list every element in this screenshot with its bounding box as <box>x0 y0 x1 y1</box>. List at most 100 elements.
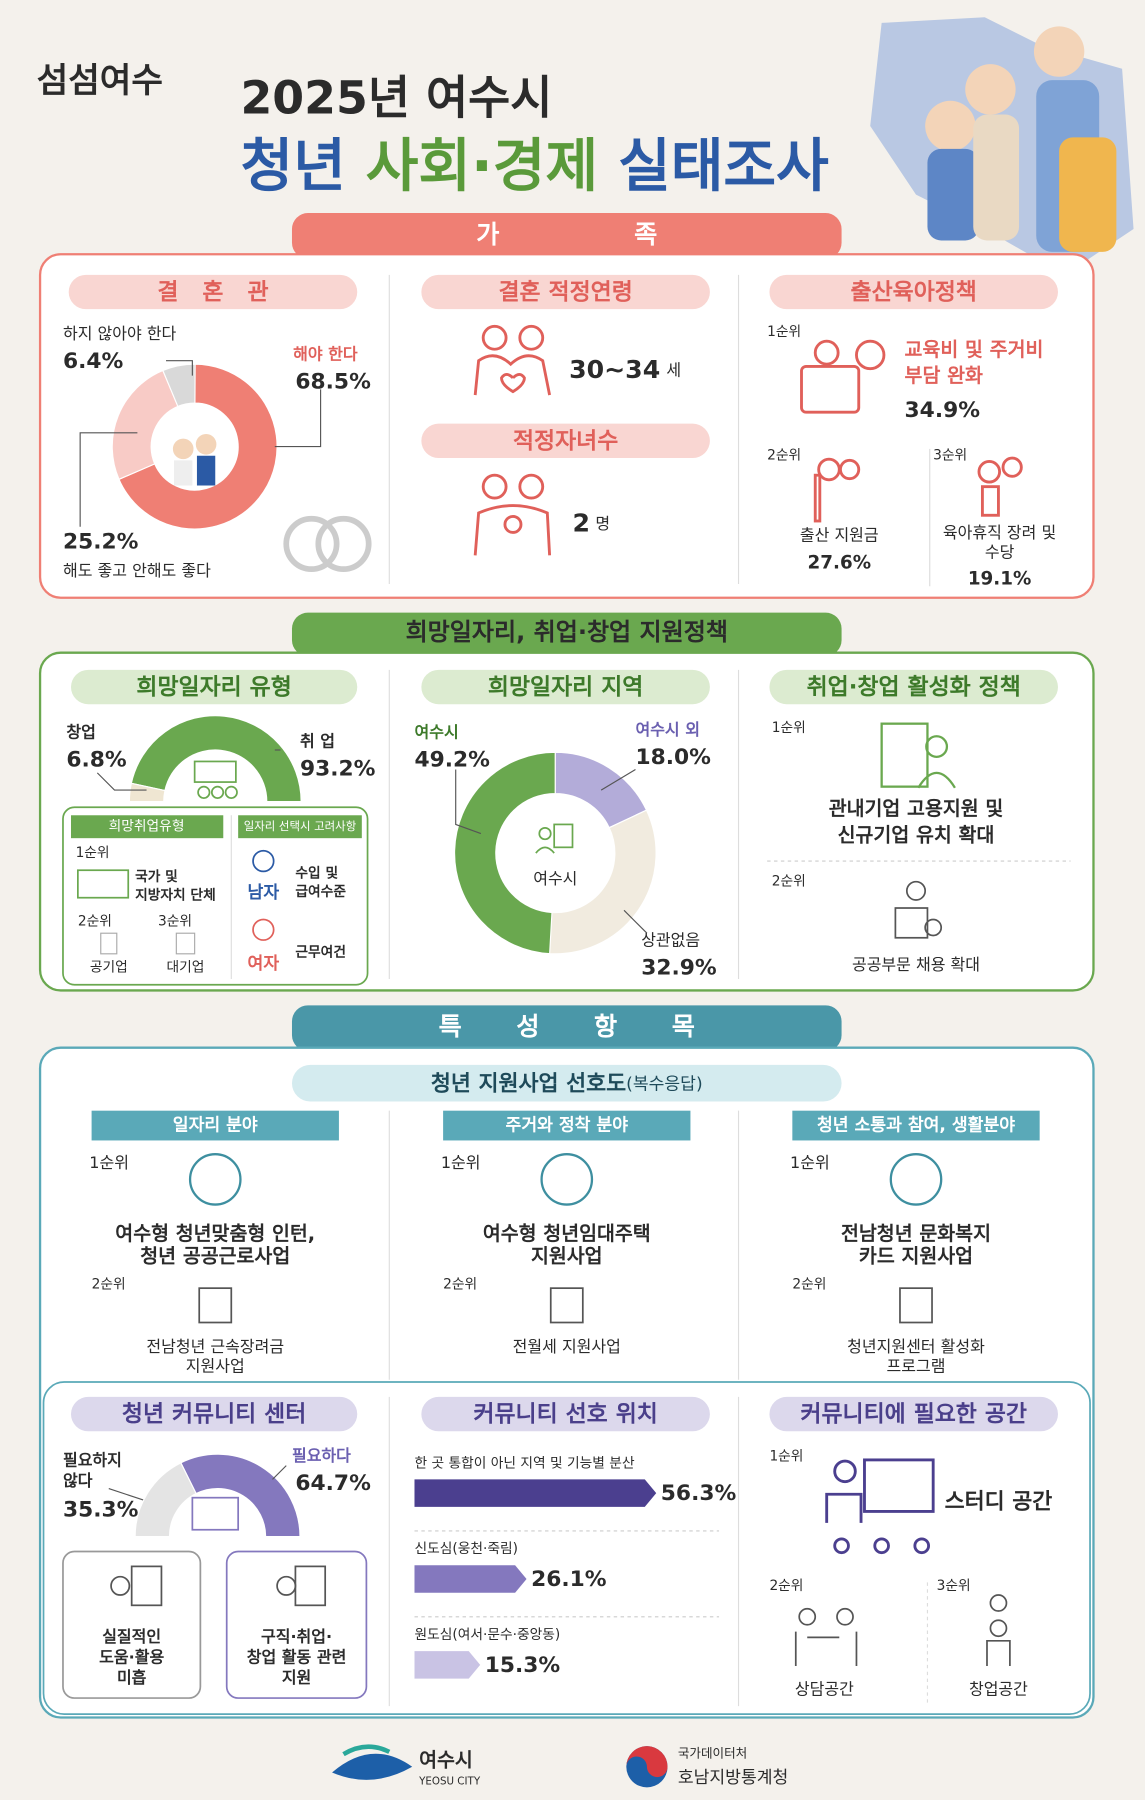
slice-value: 93.2% <box>300 756 376 781</box>
item-value: 19.1% <box>968 568 1032 589</box>
leader <box>455 769 482 835</box>
pill <box>291 1064 842 1102</box>
reason: 미흡 <box>117 1668 147 1687</box>
item-label: 지방자치 단체 <box>135 886 216 903</box>
slice-value: 49.2% <box>414 747 490 772</box>
icon <box>794 1594 1011 1667</box>
circle <box>833 1459 857 1484</box>
slice-label: 해도 좋고 안해도 좋다 <box>63 561 211 580</box>
circle <box>925 735 949 759</box>
circle <box>813 339 840 366</box>
item-label: 부담 완화 <box>905 364 983 387</box>
slice-value: 68.5% <box>295 369 371 394</box>
subtitle: 결혼 적정연령 <box>498 280 632 306</box>
item-label: 카드 지원사업 <box>859 1245 973 1268</box>
pill <box>769 274 1058 310</box>
circle <box>977 460 1002 484</box>
bar-value: 15.3% <box>485 1653 561 1678</box>
circle <box>503 514 523 534</box>
leader <box>108 1487 144 1501</box>
rect <box>553 823 574 849</box>
section-title: 가 족 <box>476 220 657 249</box>
item-label: 상담공간 <box>795 1680 854 1699</box>
bar <box>414 1565 527 1593</box>
item-label: 프로그램 <box>887 1357 946 1376</box>
icon <box>880 722 956 789</box>
sub-box <box>62 806 369 986</box>
item-label: 청년 공공근로사업 <box>140 1245 290 1268</box>
reason: 도움·활용 <box>99 1647 164 1666</box>
item-label: 창업공간 <box>969 1680 1028 1699</box>
pill <box>421 669 710 705</box>
item-value: 27.6% <box>808 552 872 573</box>
slice-label: 필요하지 <box>63 1451 122 1470</box>
column-title: 주거와 정착 분야 <box>506 1116 629 1136</box>
icon <box>198 1287 233 1324</box>
circle <box>481 473 508 500</box>
footer-city-en: YEOSU CITY <box>418 1776 481 1788</box>
city-logo <box>332 1753 413 1780</box>
donut-center-label: 여수시 <box>533 869 577 888</box>
circle <box>538 827 552 841</box>
item-label: 청년지원센터 활성화 <box>847 1337 985 1356</box>
item-label: 지원사업 <box>186 1357 245 1376</box>
gender: 여자 <box>248 954 280 974</box>
circle <box>481 324 508 351</box>
unit: 명 <box>595 514 610 533</box>
slice-value: 18.0% <box>635 745 711 770</box>
pill <box>769 1396 1058 1432</box>
column-header <box>792 1110 1040 1141</box>
icon <box>196 455 216 486</box>
city-logo <box>342 1744 391 1757</box>
bar-label: 신도심(웅천·죽림) <box>414 1541 518 1557</box>
item-label: 수입 및 <box>295 865 338 882</box>
reason: 실질적인 <box>102 1627 161 1646</box>
rank: 3순위 <box>158 914 192 930</box>
rect <box>294 1565 327 1607</box>
subtitle: 취업·창업 활성화 정책 <box>807 675 1021 701</box>
slice-label: 해야 한다 <box>293 344 358 363</box>
rank: 1순위 <box>767 324 801 340</box>
bar <box>414 1651 481 1679</box>
icon <box>188 1153 242 1206</box>
bar <box>414 1479 657 1507</box>
donut-slice <box>454 751 556 955</box>
bar-value: 56.3% <box>661 1481 737 1506</box>
slice-label: 필요하다 <box>292 1446 351 1465</box>
footer-agency: 호남지방통계청 <box>678 1768 788 1788</box>
icon <box>252 918 275 941</box>
rect <box>980 485 1000 517</box>
icon <box>172 438 194 460</box>
leader <box>166 360 193 376</box>
slice-label: 여수시 <box>414 722 458 741</box>
icon <box>535 823 574 854</box>
pill <box>421 423 710 459</box>
logo: 섬섬여수 <box>37 61 163 101</box>
donut-slice <box>134 1462 197 1538</box>
item-label: 국가 및 <box>135 868 178 885</box>
icon <box>473 324 552 556</box>
subtitle: 커뮤니티 선호 위치 <box>473 1402 657 1428</box>
title: 2025년 여수시 <box>240 70 552 124</box>
icon <box>252 849 275 873</box>
bar-label: 원도심(여서·문수·중앙동) <box>414 1627 560 1643</box>
icon <box>894 880 943 939</box>
circle <box>965 64 1016 115</box>
slice-value: 35.3% <box>63 1497 139 1522</box>
leader <box>600 768 636 791</box>
column-header <box>443 1110 691 1141</box>
subtitle: 청년 커뮤니티 센터 <box>122 1402 306 1428</box>
slice-label: 창업 <box>66 722 95 741</box>
circle <box>1033 26 1085 77</box>
rank: 1순위 <box>76 845 110 861</box>
leader <box>96 772 147 791</box>
icon <box>174 460 193 486</box>
item-label: 근무여건 <box>295 944 346 961</box>
leader <box>79 432 138 527</box>
path <box>535 846 555 854</box>
rank: 3순위 <box>937 1578 971 1594</box>
donut <box>454 751 657 955</box>
item-label: 전남청년 문화복지 <box>841 1222 991 1245</box>
